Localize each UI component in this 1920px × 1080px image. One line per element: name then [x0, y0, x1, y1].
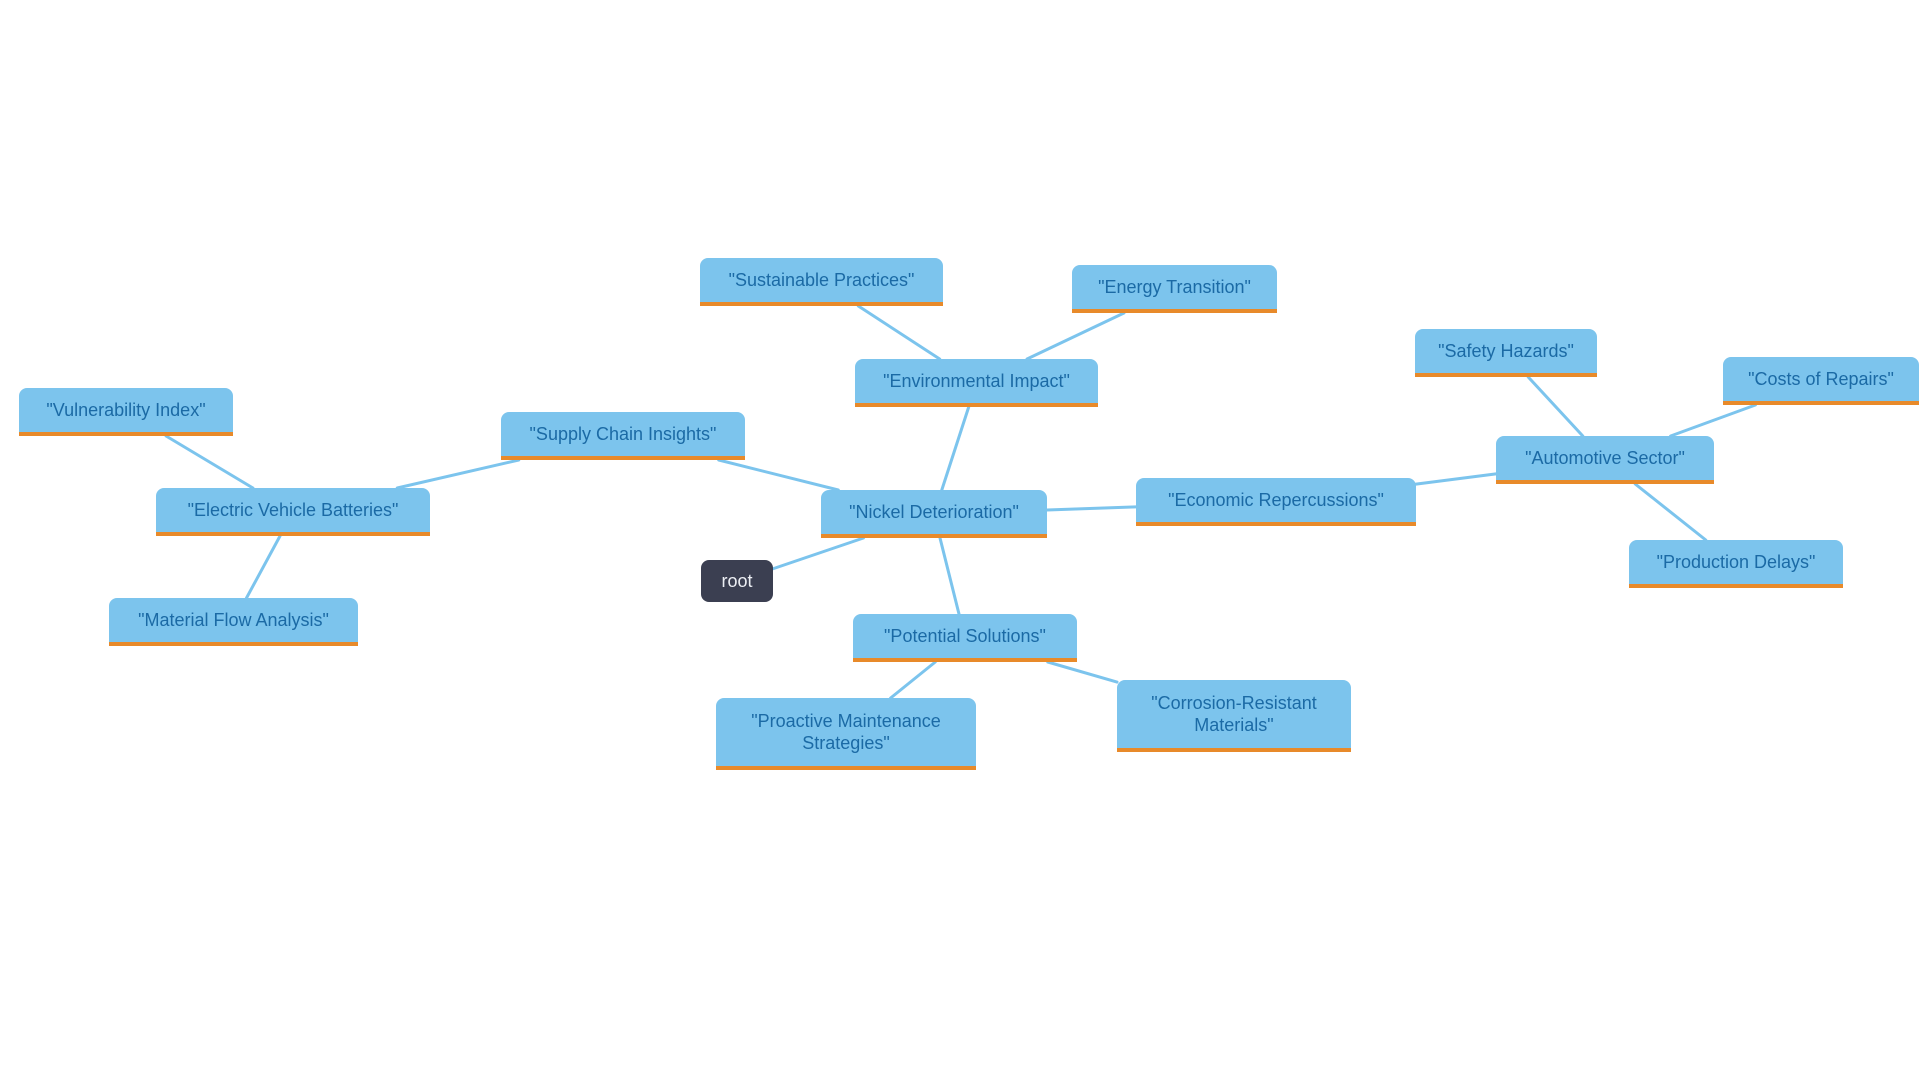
node-solutions[interactable]: "Potential Solutions"	[853, 614, 1077, 662]
node-label: "Supply Chain Insights"	[530, 423, 717, 446]
node-label: "Economic Repercussions"	[1168, 489, 1384, 512]
node-label: "Energy Transition"	[1098, 276, 1251, 299]
edge	[246, 536, 280, 598]
node-label: "Nickel Deterioration"	[849, 501, 1019, 524]
edge-layer	[0, 0, 1920, 1080]
node-matflow[interactable]: "Material Flow Analysis"	[109, 598, 358, 646]
node-corrosion[interactable]: "Corrosion-Resistant Materials"	[1117, 680, 1351, 752]
node-label: "Electric Vehicle Batteries"	[188, 499, 399, 522]
edge	[940, 538, 959, 614]
node-supply[interactable]: "Supply Chain Insights"	[501, 412, 745, 460]
node-label: "Vulnerability Index"	[46, 399, 205, 422]
edge	[719, 460, 839, 490]
node-costs[interactable]: "Costs of Repairs"	[1723, 357, 1919, 405]
edge	[397, 460, 519, 488]
edge	[1027, 313, 1124, 359]
node-vuln[interactable]: "Vulnerability Index"	[19, 388, 233, 436]
node-evbatt[interactable]: "Electric Vehicle Batteries"	[156, 488, 430, 536]
node-env[interactable]: "Environmental Impact"	[855, 359, 1098, 407]
edge	[1671, 405, 1756, 436]
edge	[1528, 377, 1583, 436]
node-label: root	[721, 570, 752, 593]
node-label: "Automotive Sector"	[1525, 447, 1685, 470]
node-label: "Material Flow Analysis"	[138, 609, 329, 632]
node-label: "Production Delays"	[1657, 551, 1816, 574]
edge	[1635, 484, 1706, 540]
node-econ[interactable]: "Economic Repercussions"	[1136, 478, 1416, 526]
node-label: "Environmental Impact"	[883, 370, 1070, 393]
node-auto[interactable]: "Automotive Sector"	[1496, 436, 1714, 484]
node-label: "Corrosion-Resistant Materials"	[1151, 692, 1316, 737]
node-label: "Sustainable Practices"	[729, 269, 915, 292]
edge	[166, 436, 253, 488]
node-label: "Potential Solutions"	[884, 625, 1046, 648]
node-label: "Safety Hazards"	[1438, 340, 1574, 363]
edge	[891, 662, 936, 698]
node-root[interactable]: root	[701, 560, 773, 602]
edge	[1048, 662, 1117, 682]
node-proactive[interactable]: "Proactive Maintenance Strategies"	[716, 698, 976, 770]
node-proddelay[interactable]: "Production Delays"	[1629, 540, 1843, 588]
edge	[1047, 507, 1136, 510]
node-energy[interactable]: "Energy Transition"	[1072, 265, 1277, 313]
edge	[858, 306, 939, 359]
node-label: "Costs of Repairs"	[1748, 368, 1894, 391]
diagram-canvas: root "Nickel Deterioration" "Environmental…	[0, 0, 1920, 1080]
node-safety[interactable]: "Safety Hazards"	[1415, 329, 1597, 377]
node-nickel[interactable]: "Nickel Deterioration"	[821, 490, 1047, 538]
edge	[773, 538, 863, 569]
node-sustain[interactable]: "Sustainable Practices"	[700, 258, 943, 306]
edge	[942, 407, 969, 490]
edge	[1416, 474, 1496, 484]
node-label: "Proactive Maintenance Strategies"	[751, 710, 941, 755]
